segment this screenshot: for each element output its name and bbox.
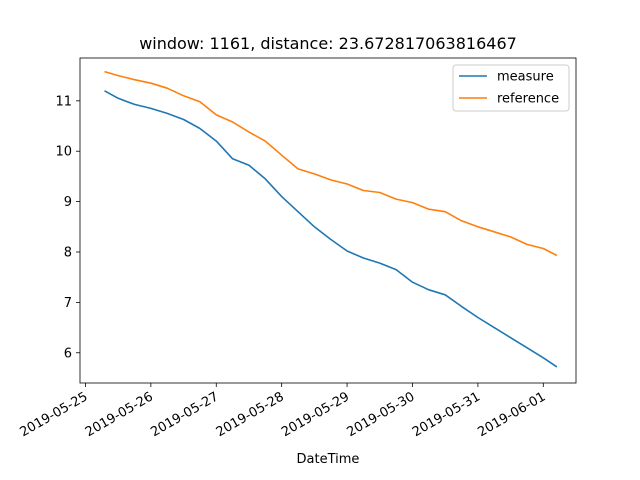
plot-area (79, 57, 577, 384)
x-axis-label: DateTime (297, 452, 360, 467)
y-axis: 6 7 8 9 10 11 (55, 94, 80, 361)
legend-label: reference (497, 92, 559, 107)
y-tick-label: 7 (64, 296, 72, 311)
y-tick-label: 6 (64, 346, 72, 361)
y-tick-label: 10 (55, 145, 72, 160)
series-line-reference (104, 70, 558, 257)
series-line-measure (104, 90, 558, 368)
y-tick-label: 9 (64, 195, 72, 210)
series-layer (104, 70, 558, 368)
y-tick-label: 11 (55, 94, 72, 109)
legend-label: measure (497, 70, 554, 85)
legend: measure reference (452, 64, 570, 112)
chart-title: window: 1161, distance: 23.6728170638164… (139, 34, 517, 53)
y-tick-label: 8 (64, 245, 72, 260)
